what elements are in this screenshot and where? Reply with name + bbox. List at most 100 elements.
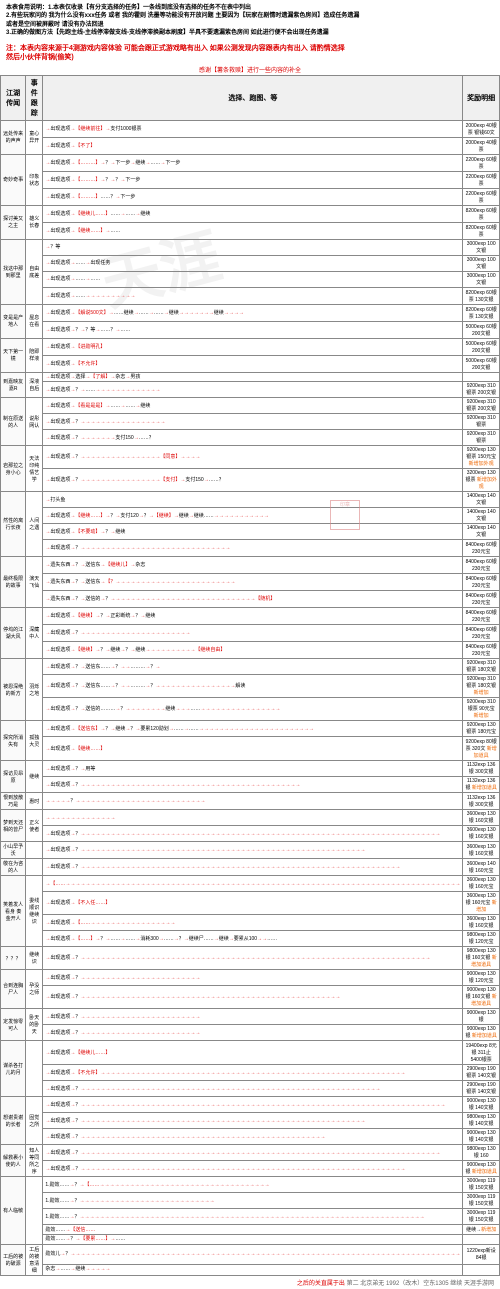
reward-cell: 19400exp 8元银 311止 5400银票 — [463, 1041, 500, 1065]
reward-cell: 9200exp 80银票 320文 新增加道具 — [463, 737, 500, 761]
reward-cell: 9800exp 130银 160 — [463, 1145, 500, 1161]
table-row: 恨到放散巧是惠时→→→→→？→→→→→→→→→→→→→→→→→→→→→→→→→→… — [1, 793, 500, 810]
reward-cell: 5000exp 60银 200文银 — [463, 355, 500, 372]
quest-cell: 恨到放散巧是 — [1, 793, 26, 810]
reward-cell: 9200exp 310银票 200文银 — [463, 398, 500, 414]
table-row: →出现选项→【继续……】→？→支付120→？→【继续】→继续→继续……→→→→→… — [1, 508, 500, 524]
reward-cell: 9200exp 310银票 — [463, 430, 500, 446]
choice-cell: →出现选项→？→→→→→→→→→→→→→→→→→→→→→→→→→→→→→→→→→… — [43, 777, 463, 793]
table-row: →出现选项→？→→→→→→→→→→→→→→→→→→→→→→→→→→→→→→→→→… — [1, 1113, 500, 1129]
table-row: →出现选项→？→→→→→→→→→→→→→→→→→→→→→→→→→→→→→→→→→… — [1, 777, 500, 793]
col-track-header: 事件跟踪 — [26, 75, 43, 120]
reward-cell: 1400exp 140文银 — [463, 524, 500, 540]
choice-cell: →【……→→→→→→→→→→→→→→→→→→→→→→→→→→→→→→→→→→→→… — [43, 876, 463, 892]
choice-cell: →出现选项→？→→→→→→→→→→→→→→→→→ — [43, 414, 463, 430]
choice-cell: 勋效……→？→【要累……】→…… — [43, 1235, 463, 1245]
quest-cell: ？？？ — [1, 947, 26, 970]
table-row: 奇妙奇事印象状态→出现选项→【………】→？→下一步→继续→……→下一步2200e… — [1, 154, 500, 171]
quest-cell: 敬在为咨的人 — [1, 859, 26, 876]
table-row: →出现选项→？→→→→→→→→→→→→→→→→→→→→→→→→→→→→→→→→→… — [1, 1161, 500, 1177]
reward-cell: 8400exp 60银 230元宝 — [463, 540, 500, 557]
table-row: 定发惊零可人卧天的卧天→出现选项→？→→→→→→→→→→→→→→→→→→→→→→… — [1, 1009, 500, 1025]
reward-cell: 5000exp 60银 200文银 — [463, 321, 500, 338]
reward-cell: 8400exp 60银 230元宝 — [463, 574, 500, 591]
reward-cell: 8200exp 60银票 130文银 — [463, 287, 500, 304]
table-row: 想谢贵谢的长者固觉之所→出现选项→？→→→→→→→→→→→→→→→→→→→→→→… — [1, 1097, 500, 1113]
reward-cell: 9000exp 130银 120元宝 — [463, 970, 500, 986]
choice-cell: →出现选项→【继续】→？→继续→？→继续→→→→→→→→→→【继续自由】 — [43, 642, 463, 659]
table-row: →出现选项→【………】→？→？→下一步2200exp 60银票 — [1, 171, 500, 188]
reward-cell: 8400exp 60银 230元宝 — [463, 608, 500, 625]
notice-line2: 然后小伙伴背锅(偷笑) — [6, 53, 494, 62]
reward-cell: 1220exp新设84银 — [463, 1244, 500, 1264]
choice-cell: 勋效儿→？→→→→→→→→→→→→→→→→→→→→→→→→→→→→→→→→→→→… — [43, 1244, 463, 1264]
reward-cell: 8200exp 60银票 130文银 — [463, 304, 500, 321]
table-row: →出现选项→……→……3000exp 100文银 — [1, 271, 500, 287]
quest-cell: 被恩深绝的新方 — [1, 659, 26, 721]
quest-cell: 制在原送的人 — [1, 398, 26, 446]
reward-cell: 3600exp 130银 160文银 — [463, 915, 500, 931]
track-cell — [26, 859, 43, 876]
table-row: →出现选项→？→→→→→→→→→→→→→→→→→→→→→→→→→→→→→→→→→… — [1, 1129, 500, 1145]
track-cell: 工后的被意清细 — [26, 1244, 43, 1275]
reward-cell: 3600exp 130银 160元宝 新增加 — [463, 892, 500, 915]
track-cell: 深藏中人 — [26, 608, 43, 659]
table-row: 解救裹小使的人知人等同所之序→出现选项→？→→→→→→→→→→→→→→→→→→→… — [1, 1145, 500, 1161]
choice-cell: →出现选项→【解说500文】→……继续→……→……→继续→→→→→→→继续→→→… — [43, 304, 463, 321]
reward-cell: 9800exp 130银 140文银 — [463, 1113, 500, 1129]
quest-cell: 笑着发人看身 奏金开人 — [1, 876, 26, 947]
choice-cell: →出现选项→？→→→→→→→→→→→→→→→→→→→→→→ — [43, 625, 463, 642]
reward-cell: 继续→新增加 — [463, 1225, 500, 1235]
reward-cell: 2900exp 190银票 140文银 — [463, 1065, 500, 1081]
track-cell: 羽烁之地 — [26, 659, 43, 721]
track-cell — [26, 842, 43, 859]
quest-cell: 探访贝昂原 — [1, 761, 26, 793]
table-row: →出现选项→【不入任……】3600exp 130银 160元宝 新增加 — [1, 892, 500, 915]
choice-cell: →出现选项→【………】→？→？→下一步 — [43, 171, 463, 188]
choice-cell: →出现选项→？→送信的………→？→→→→→→→→继续→→→……→→→→→→→→→… — [43, 698, 463, 721]
table-row: →出现选项→【……】→？→……→……→消耗300→……→？→继续尸……→继续→要… — [1, 931, 500, 947]
choice-cell: →出现选项→？→→→→→→→→→→→→→→→→→→→→→→→→→→→→→→→→→… — [43, 842, 463, 859]
quest-cell: 岩那拉之身小心 — [1, 446, 26, 492]
choice-cell: 1.勋效……→？→→→→→→→→→→→→→→→→→→→→→→→→→→→→→→→→… — [43, 1209, 463, 1225]
quest-cell: 天下第一镜 — [1, 338, 26, 372]
track-cell: 孕没之师 — [26, 970, 43, 1009]
choice-cell: →出现选项→？→→→→→→→→→→→→→→→→→→→→→→→→→→→→→→→→→… — [43, 1145, 463, 1161]
reward-cell: 3000exp 119银 150文银 — [463, 1177, 500, 1193]
main-table: 江湖传闻 事件跟踪 选择、跑图、等 奖励明细 远处传来的声声童心异开→出现选项→… — [0, 75, 500, 1276]
reward-cell: 8200exp 60银票 — [463, 222, 500, 239]
table-row: 杂志→……→继续→→→→→ — [1, 1264, 500, 1275]
quest-cell: 然性的离行长夜 — [1, 492, 26, 557]
table-row: →出现选项→？→→→→→→→→→→→→→→→→→→→→→→→→→→→→→→→→→… — [1, 986, 500, 1009]
choice-cell: →出现选项→【继续】→？→正彩断统→？→继续 — [43, 608, 463, 625]
reward-cell: 2200exp 60银票 — [463, 171, 500, 188]
choice-cell: →出现选项→？→→→→→→→→→→→→→→→→→→→→→→→→→→→→→→→→→… — [43, 986, 463, 1009]
choice-cell: →出现选项→？→→→→→→→→→→→→→→→→→→→→→→→→→→→→→→→→→… — [43, 947, 463, 970]
quest-cell: 合到连胸尸人 — [1, 970, 26, 1009]
reward-cell: 2900exp 190银票 140文银 — [463, 1081, 500, 1097]
choice-cell: →出现选项→？→→→→→→→→→→→→→→→→→→→→→→→→ — [43, 1025, 463, 1041]
choice-cell: →出现选项→？→→→→→→→→→→→→→→→→→→→→→→→→→→→→→→→→→… — [43, 1113, 463, 1129]
table-row: 天下第一镜陪即样液→出现选项→【进勋明孔】5000exp 60银 200文银 — [1, 338, 500, 355]
table-row: →出现选项→？→→→→→→→→→→→→→→→→→→→→→→8400exp 60银… — [1, 625, 500, 642]
table-row: 谋杀各打儿的月→出现选项→【继续儿……】19400exp 8元银 311止 54… — [1, 1041, 500, 1065]
choice-cell: →出现选项→？→→→→→→→→→→→→→→→→→→→→→→→→→→→→→→→→→… — [43, 1097, 463, 1113]
reward-cell — [463, 1264, 500, 1275]
notice-line1: 注：本表内容来源于4测游戏内容体验 可能会跟正式游戏略有出入 如果公测发现内容跟… — [6, 44, 494, 53]
reward-cell: 3600exp 130银 160文银 — [463, 842, 500, 859]
reward-cell: 2200exp 60银票 — [463, 188, 500, 205]
col-choice-header: 选择、跑图、等 — [43, 75, 463, 120]
track-cell: 委线顺识 继续识 — [26, 876, 43, 947]
table-row: →出现选项→【………】……？→下一步2200exp 60银票 — [1, 188, 500, 205]
choice-cell: →出现选项→？→→→→→→→→→→→→→→→→【同意】→→→→ — [43, 446, 463, 469]
choice-cell: →打头鱼 — [43, 492, 463, 508]
reward-cell: 9200exp 310银票 90元宝 新增加 — [463, 698, 500, 721]
track-cell: 继续 — [26, 761, 43, 793]
reward-cell: 9200exp 130银票 180元宝 — [463, 721, 500, 737]
track-cell: 惠时 — [26, 793, 43, 810]
reward-cell: 2200exp 60银票 — [463, 154, 500, 171]
choice-cell: →出现选项→？→用等 — [43, 761, 463, 777]
choice-cell: →出现选项→【继续儿……】……→……→继续 — [43, 205, 463, 222]
choice-cell: →出现选项→？→→→→→→→→→→→→→→→→→→→→→→→→→→→→→→ — [43, 540, 463, 557]
table-row: →出现选项→？→→→→→→→支付150→……？9200exp 310银票 — [1, 430, 500, 446]
